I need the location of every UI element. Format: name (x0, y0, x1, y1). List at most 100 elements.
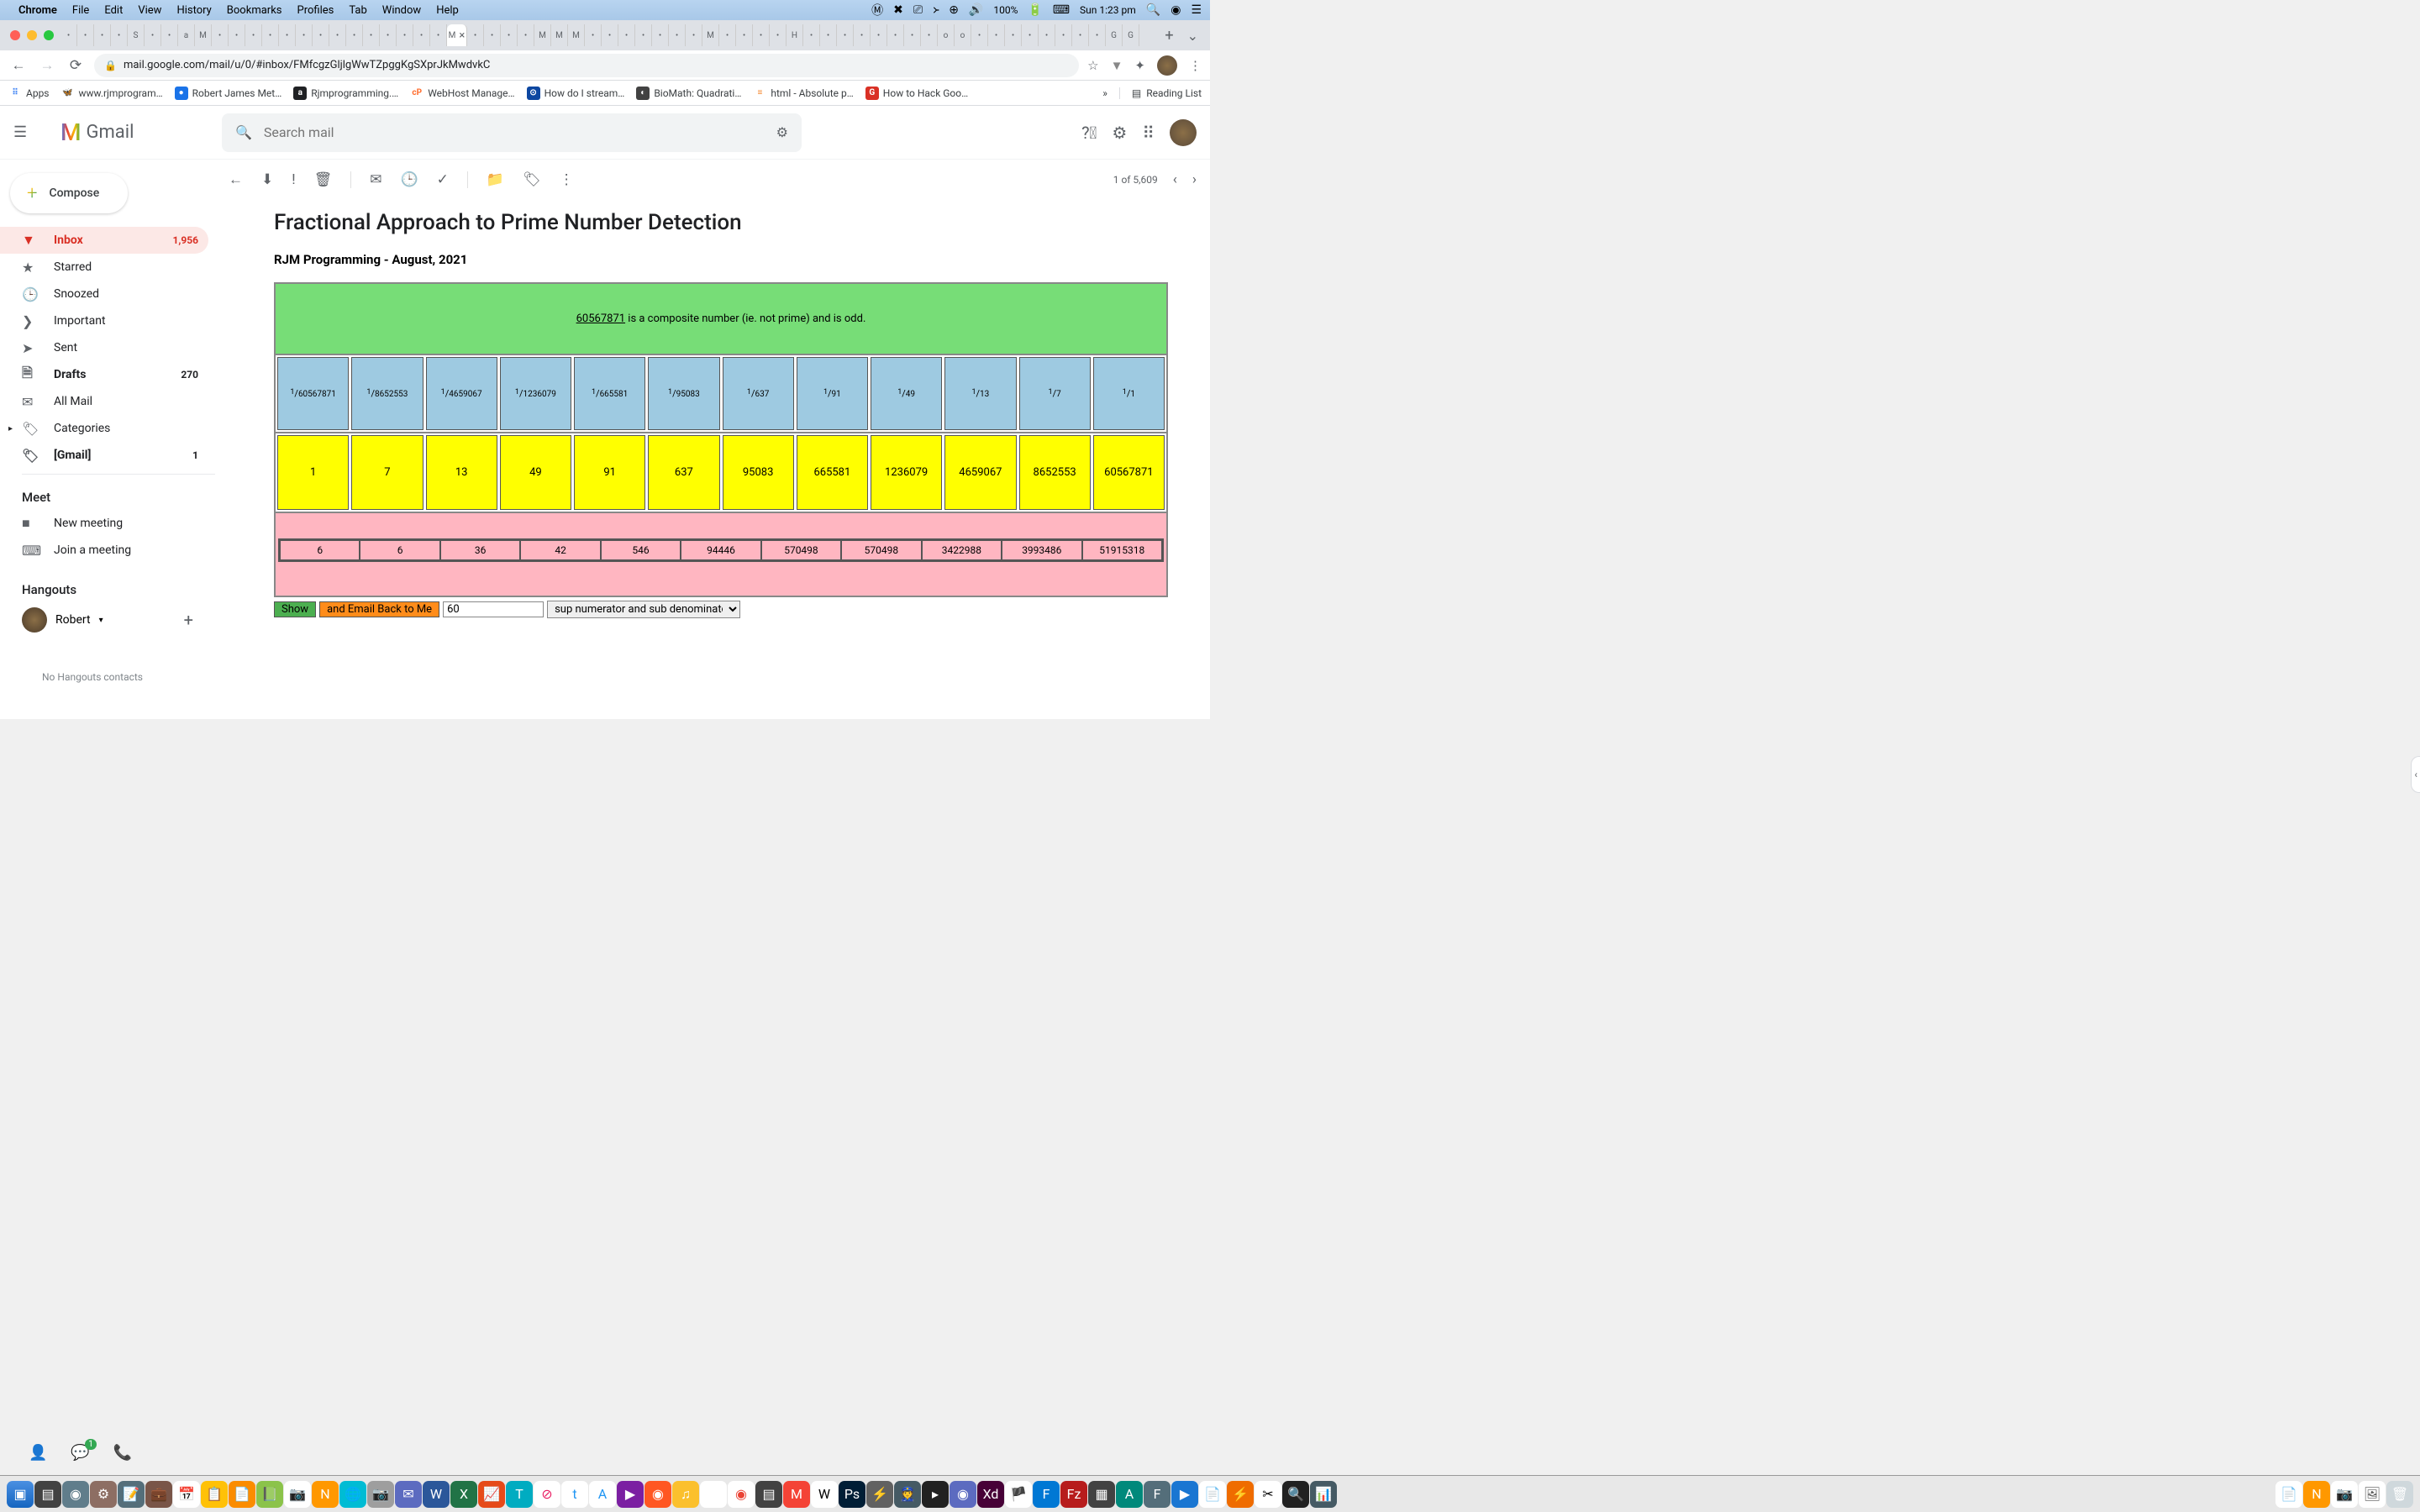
wifi-icon[interactable]: ⊕ (949, 3, 959, 17)
pinned-tab[interactable]: G (1106, 24, 1123, 46)
new-tab-button[interactable]: + (1158, 27, 1180, 45)
pinned-tab[interactable]: o (938, 24, 955, 46)
clock[interactable]: Sun 1:23 pm (1080, 4, 1136, 16)
menu-app[interactable]: Chrome (18, 4, 57, 17)
bookmark-item[interactable]: ●Robert James Met… (175, 87, 282, 100)
report-spam-icon[interactable]: ! (292, 171, 295, 188)
dock-item[interactable]: ⚡ (866, 1481, 893, 1508)
pinned-tab[interactable]: • (1005, 24, 1022, 46)
pinned-tab[interactable]: • (60, 24, 77, 46)
dock-item[interactable]: t (561, 1481, 588, 1508)
input-source-icon[interactable]: ⌨ (1053, 3, 1070, 17)
dock-item[interactable]: 📄 (2275, 1481, 2302, 1508)
menu-profiles[interactable]: Profiles (297, 4, 334, 17)
lock-icon[interactable]: 🔒 (104, 60, 117, 71)
pinned-tab[interactable]: • (585, 24, 602, 46)
compose-button[interactable]: + Compose (10, 173, 128, 213)
dock-item[interactable]: Ps (839, 1481, 865, 1508)
dock-item[interactable]: W (811, 1481, 838, 1508)
pinned-tab[interactable]: • (988, 24, 1005, 46)
delete-icon[interactable]: 🗑 (314, 171, 333, 188)
pinned-tab[interactable]: • (484, 24, 501, 46)
number-input[interactable] (443, 601, 544, 617)
menu-view[interactable]: View (138, 4, 161, 17)
reading-list-button[interactable]: ▤Reading List (1119, 87, 1202, 99)
pinned-tab[interactable]: M (702, 24, 719, 46)
dock-item[interactable]: A (589, 1481, 616, 1508)
dock-item[interactable]: Fz (1060, 1481, 1087, 1508)
window-close-button[interactable] (10, 30, 20, 40)
pinned-tab[interactable]: • (904, 24, 921, 46)
dock-item[interactable]: F (1144, 1481, 1171, 1508)
pinned-tab[interactable]: • (430, 24, 447, 46)
hangouts-add-icon[interactable]: + (184, 610, 193, 630)
pinned-tab[interactable]: M (195, 24, 212, 46)
dock-item[interactable]: W (423, 1481, 450, 1508)
pinned-tab[interactable]: • (770, 24, 786, 46)
labels-icon[interactable]: 🏷 (523, 171, 541, 188)
dock-item[interactable]: 📊 (1310, 1481, 1337, 1508)
pinned-tab[interactable]: • (397, 24, 413, 46)
profile-avatar[interactable] (1157, 55, 1177, 76)
pinned-tab[interactable]: • (719, 24, 736, 46)
pinned-tab[interactable]: • (467, 24, 484, 46)
dock-item[interactable]: ▦ (1088, 1481, 1115, 1508)
pinned-tab[interactable]: • (413, 24, 430, 46)
sidebar-item-starred[interactable]: ★Starred (0, 254, 208, 281)
dock-item[interactable]: 📋 (201, 1481, 228, 1508)
more-icon[interactable]: ⋮ (560, 171, 574, 188)
dock-item[interactable]: 💼 (145, 1481, 172, 1508)
dock-item[interactable]: N (2303, 1481, 2330, 1508)
sidebar-item-new-meeting[interactable]: ■New meeting (0, 510, 208, 537)
dock-item[interactable]: ♫ (672, 1481, 699, 1508)
pinned-tab[interactable]: • (1089, 24, 1106, 46)
dock-item[interactable]: M (783, 1481, 810, 1508)
dock-item[interactable]: N (312, 1481, 339, 1508)
bookmark-item[interactable]: cPWebHost Manage… (410, 87, 514, 100)
pinned-tab[interactable]: H (786, 24, 803, 46)
pinned-tab[interactable]: • (652, 24, 669, 46)
dock-item[interactable]: ⚡ (1227, 1481, 1254, 1508)
dock-item[interactable]: ▶ (1171, 1481, 1198, 1508)
search-input[interactable] (264, 124, 765, 140)
pinned-tab[interactable]: • (346, 24, 363, 46)
apps-grid-icon[interactable]: ⠿ (1142, 123, 1155, 143)
pinned-tab[interactable]: M (568, 24, 585, 46)
dropdown-caret-icon[interactable]: ▾ (99, 616, 103, 625)
pinned-tab[interactable]: • (837, 24, 854, 46)
pinned-tab[interactable]: • (161, 24, 178, 46)
pinned-tab[interactable]: • (803, 24, 820, 46)
pinned-tab[interactable]: • (279, 24, 296, 46)
menu-window[interactable]: Window (382, 4, 421, 17)
pinned-tab[interactable]: G (1123, 24, 1139, 46)
dock-trash[interactable]: 🗑 (2386, 1481, 2413, 1508)
pinned-tab[interactable]: • (921, 24, 938, 46)
pinned-tab[interactable]: • (1022, 24, 1039, 46)
pinned-tab[interactable]: • (329, 24, 346, 46)
menu-bookmarks[interactable]: Bookmarks (227, 4, 282, 17)
bookmark-item[interactable]: GHow to Hack Goo… (865, 87, 968, 100)
show-button[interactable]: Show (274, 601, 316, 617)
menubar-app-icon-2[interactable]: ✖ (893, 3, 903, 17)
menu-help[interactable]: Help (436, 4, 459, 17)
pinned-tab[interactable]: S (128, 24, 145, 46)
dock-item[interactable]: G (700, 1481, 727, 1508)
archive-icon[interactable]: ⬇ (261, 171, 273, 188)
pinned-tab[interactable]: • (1039, 24, 1055, 46)
format-select[interactable]: sup numerator and sub denominator (547, 601, 740, 618)
pager-prev-icon[interactable]: ‹ (1173, 171, 1177, 188)
pinned-tab[interactable]: • (313, 24, 329, 46)
bookmark-item[interactable]: ◐BioMath: Quadrati… (636, 87, 741, 100)
pager-next-icon[interactable]: › (1192, 171, 1197, 188)
dock-item[interactable]: ◉ (950, 1481, 976, 1508)
control-center-icon[interactable]: ☰ (1191, 3, 1202, 17)
email-back-button[interactable]: and Email Back to Me (319, 601, 439, 617)
dock-item[interactable]: 📝 (118, 1481, 145, 1508)
pinned-tab[interactable]: • (262, 24, 279, 46)
dock-item[interactable]: ◉ (62, 1481, 89, 1508)
pinned-tab[interactable]: • (1055, 24, 1072, 46)
sidebar-item-important[interactable]: ❯Important (0, 307, 208, 334)
dock-item[interactable]: ⚙ (90, 1481, 117, 1508)
dock-item[interactable]: 📄 (1199, 1481, 1226, 1508)
pinned-tab[interactable]: • (145, 24, 161, 46)
